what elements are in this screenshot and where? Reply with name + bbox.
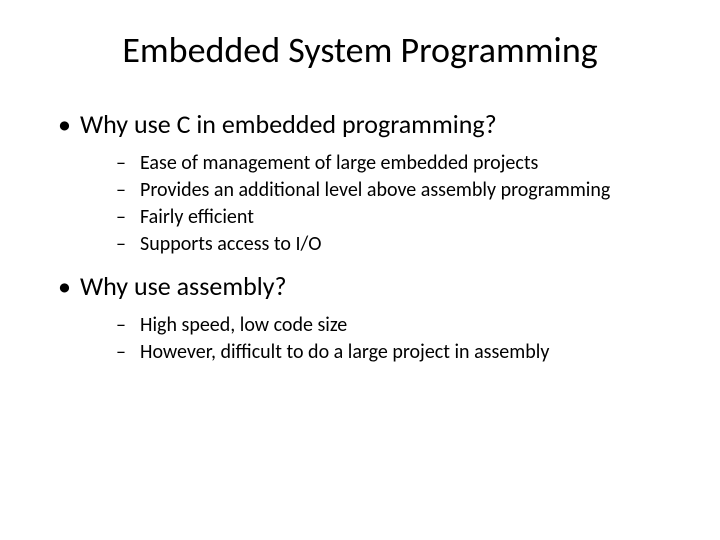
- bullet-level2: However, difficult to do a large project…: [116, 339, 670, 366]
- bullet-level2: Provides an additional level above assem…: [116, 177, 670, 204]
- sub-bullet-list: Ease of management of large embedded pro…: [80, 150, 670, 258]
- bullet-list: Why use C in embedded programming? Ease …: [50, 108, 670, 366]
- bullet-level1: Why use assembly? High speed, low code s…: [50, 270, 670, 366]
- sub-bullet-list: High speed, low code size However, diffi…: [80, 312, 670, 366]
- slide-title: Embedded System Programming: [50, 28, 670, 72]
- bullet-level1-text: Why use assembly?: [80, 270, 287, 302]
- bullet-level1: Why use C in embedded programming? Ease …: [50, 108, 670, 258]
- bullet-level2: Ease of management of large embedded pro…: [116, 150, 670, 177]
- bullet-level2: Fairly efficient: [116, 204, 670, 231]
- bullet-level1-text: Why use C in embedded programming?: [80, 108, 497, 140]
- bullet-level2: High speed, low code size: [116, 312, 670, 339]
- bullet-level2: Supports access to I/O: [116, 231, 670, 258]
